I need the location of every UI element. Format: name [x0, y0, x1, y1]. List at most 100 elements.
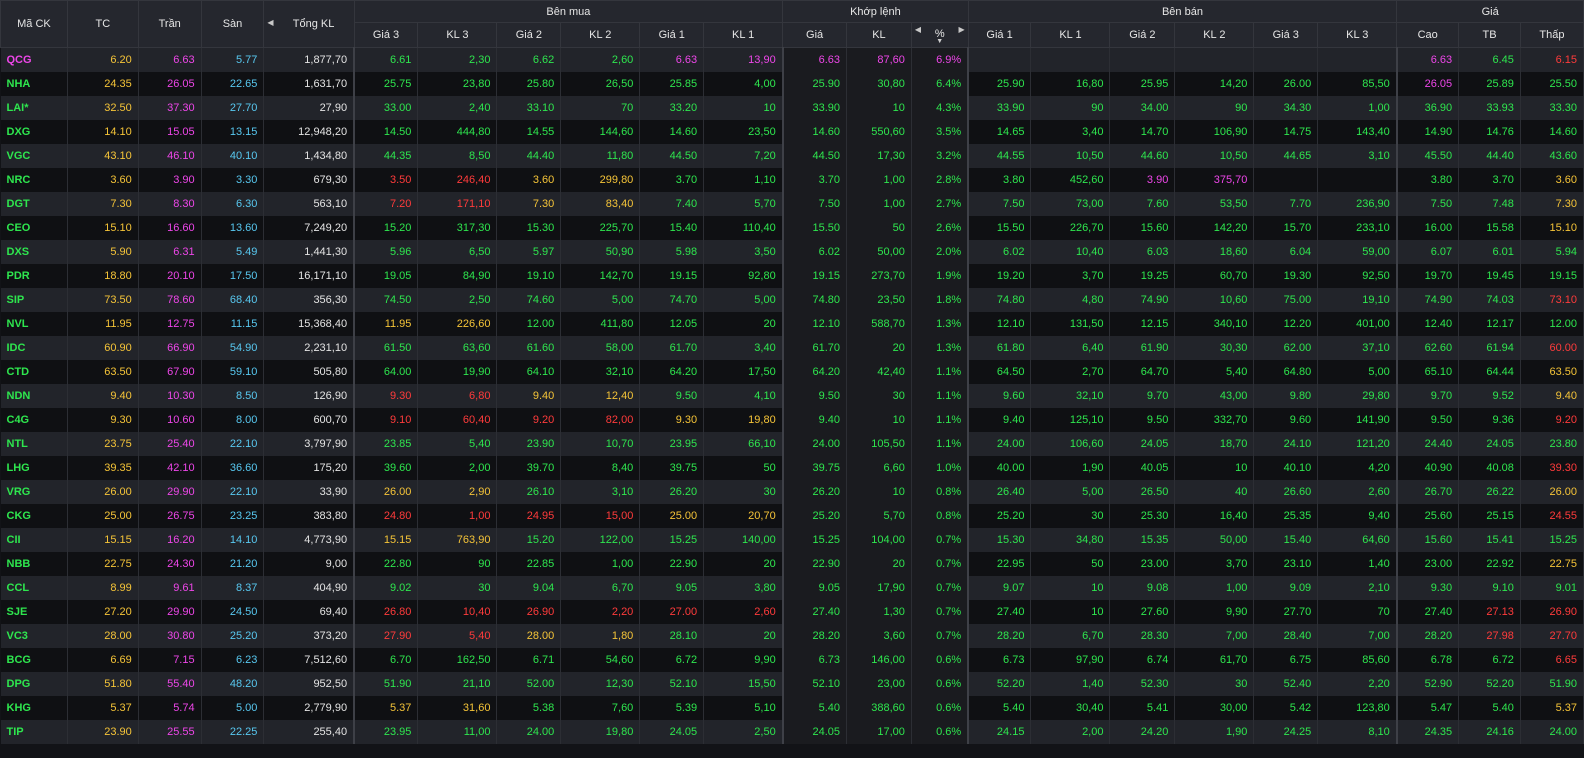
- bid-vol-2-cell[interactable]: 26,50: [560, 72, 641, 96]
- match-price-cell[interactable]: 44.50: [782, 144, 848, 168]
- match-price-cell[interactable]: 52.10: [782, 672, 848, 696]
- ask-vol-1-cell[interactable]: 16,80: [1030, 72, 1111, 96]
- header-bid-col-6[interactable]: KL 1: [703, 22, 784, 48]
- bid-vol-3-cell[interactable]: 21,10: [417, 672, 498, 696]
- ask-vol-3-cell[interactable]: 2,60: [1317, 480, 1398, 504]
- bid-vol-3-cell[interactable]: 30: [417, 576, 498, 600]
- bid-price-1-cell[interactable]: 5.98: [639, 240, 705, 264]
- ask-price-2-cell[interactable]: 14.70: [1109, 120, 1176, 144]
- ask-vol-1-cell[interactable]: 125,10: [1030, 408, 1111, 432]
- header-price-col-2[interactable]: TB: [1458, 22, 1521, 48]
- match-price-cell[interactable]: 22.90: [782, 552, 848, 576]
- bid-price-1-cell[interactable]: 12.05: [639, 312, 705, 336]
- ask-price-1-cell[interactable]: 64.50: [968, 360, 1032, 384]
- symbol-cell[interactable]: IDC: [0, 336, 68, 360]
- bid-price-1-cell[interactable]: 3.70: [639, 168, 705, 192]
- table-row[interactable]: LHG 39.35 42.10 36.60 175,20 39.60 2,00 39.70 8,…: [0, 456, 1584, 480]
- bid-vol-2-cell[interactable]: 50,90: [560, 240, 641, 264]
- bid-vol-2-cell[interactable]: 122,00: [560, 528, 641, 552]
- bid-vol-2-cell[interactable]: 411,80: [560, 312, 641, 336]
- ask-vol-3-cell[interactable]: 121,20: [1317, 432, 1398, 456]
- bid-price-1-cell[interactable]: 25.00: [639, 504, 705, 528]
- ask-vol-3-cell[interactable]: 29,80: [1317, 384, 1398, 408]
- table-row[interactable]: LAI* 32.50 37.30 27.70 27,90 33.00 2,40 33.10 70…: [0, 96, 1584, 120]
- bid-price-3-cell[interactable]: 23.95: [354, 720, 419, 744]
- bid-vol-3-cell[interactable]: 444,80: [417, 120, 498, 144]
- symbol-cell[interactable]: VGC: [0, 144, 68, 168]
- bid-vol-1-cell[interactable]: 23,50: [703, 120, 784, 144]
- table-row[interactable]: IDC 60.90 66.90 54.90 2,231,10 61.50 63,60 61.6…: [0, 336, 1584, 360]
- match-vol-cell[interactable]: 23,00: [846, 672, 912, 696]
- ask-price-3-cell[interactable]: 15.40: [1253, 528, 1319, 552]
- symbol-cell[interactable]: DXG: [0, 120, 68, 144]
- bid-price-2-cell[interactable]: 9.40: [496, 384, 562, 408]
- symbol-cell[interactable]: QCG: [0, 47, 68, 72]
- ask-price-3-cell[interactable]: [1253, 47, 1319, 72]
- ask-vol-3-cell[interactable]: 9,40: [1317, 504, 1398, 528]
- bid-price-2-cell[interactable]: 61.60: [496, 336, 562, 360]
- ask-price-2-cell[interactable]: 64.70: [1109, 360, 1176, 384]
- ask-price-3-cell[interactable]: 40.10: [1253, 456, 1319, 480]
- bid-price-2-cell[interactable]: 44.40: [496, 144, 562, 168]
- ask-vol-1-cell[interactable]: [1030, 47, 1111, 72]
- bid-vol-1-cell[interactable]: 140,00: [703, 528, 784, 552]
- bid-price-1-cell[interactable]: 5.39: [639, 696, 705, 720]
- ask-price-1-cell[interactable]: 15.50: [968, 216, 1032, 240]
- symbol-cell[interactable]: CTD: [0, 360, 68, 384]
- bid-vol-1-cell[interactable]: 20: [703, 624, 784, 648]
- bid-vol-1-cell[interactable]: 2,50: [703, 720, 784, 744]
- table-row[interactable]: VC3 28.00 30.80 25.20 373,20 27.90 5,40 28.00 1,…: [0, 624, 1584, 648]
- bid-price-2-cell[interactable]: 24.00: [496, 720, 562, 744]
- symbol-cell[interactable]: C4G: [0, 408, 68, 432]
- table-row[interactable]: DXG 14.10 15.05 13.15 12,948,20 14.50 444,80 14…: [0, 120, 1584, 144]
- ask-vol-3-cell[interactable]: 19,10: [1317, 288, 1398, 312]
- ask-vol-3-cell[interactable]: 8,10: [1317, 720, 1398, 744]
- bid-vol-1-cell[interactable]: 4,00: [703, 72, 784, 96]
- ask-vol-3-cell[interactable]: 1,00: [1317, 96, 1398, 120]
- bid-price-3-cell[interactable]: 15.20: [354, 216, 419, 240]
- ask-price-2-cell[interactable]: 28.30: [1109, 624, 1176, 648]
- header-price-col-3[interactable]: Thấp: [1519, 22, 1584, 48]
- table-row[interactable]: DXS 5.90 6.31 5.49 1,441,30 5.96 6,50 5.97 50,90…: [0, 240, 1584, 264]
- bid-price-3-cell[interactable]: 23.85: [354, 432, 419, 456]
- ask-vol-1-cell[interactable]: 10,40: [1030, 240, 1111, 264]
- ask-price-2-cell[interactable]: 24.20: [1109, 720, 1176, 744]
- match-price-cell[interactable]: 27.40: [782, 600, 848, 624]
- ask-price-3-cell[interactable]: 24.10: [1253, 432, 1319, 456]
- ask-price-2-cell[interactable]: [1109, 47, 1176, 72]
- ask-price-1-cell[interactable]: 52.20: [968, 672, 1032, 696]
- ask-vol-2-cell[interactable]: 61,70: [1174, 648, 1255, 672]
- bid-price-1-cell[interactable]: 44.50: [639, 144, 705, 168]
- bid-vol-3-cell[interactable]: 171,10: [417, 192, 498, 216]
- ask-price-1-cell[interactable]: 14.65: [968, 120, 1032, 144]
- bid-price-2-cell[interactable]: 26.10: [496, 480, 562, 504]
- match-price-cell[interactable]: 33.90: [782, 96, 848, 120]
- bid-vol-2-cell[interactable]: 144,60: [560, 120, 641, 144]
- header-bid-col-4[interactable]: KL 2: [560, 22, 641, 48]
- ask-vol-2-cell[interactable]: 332,70: [1174, 408, 1255, 432]
- match-vol-cell[interactable]: 20: [846, 336, 912, 360]
- ask-vol-3-cell[interactable]: 37,10: [1317, 336, 1398, 360]
- symbol-cell[interactable]: NBB: [0, 552, 68, 576]
- ask-price-1-cell[interactable]: 3.80: [968, 168, 1032, 192]
- ask-price-1-cell[interactable]: 61.80: [968, 336, 1032, 360]
- bid-vol-3-cell[interactable]: 90: [417, 552, 498, 576]
- match-price-cell[interactable]: 15.50: [782, 216, 848, 240]
- ask-vol-2-cell[interactable]: 3,70: [1174, 552, 1255, 576]
- ask-price-3-cell[interactable]: 6.04: [1253, 240, 1319, 264]
- ask-vol-2-cell[interactable]: 106,90: [1174, 120, 1255, 144]
- ask-price-2-cell[interactable]: 25.30: [1109, 504, 1176, 528]
- table-row[interactable]: BCG 6.69 7.15 6.23 7,512,60 6.70 162,50 6.71 54,…: [0, 648, 1584, 672]
- header-symbol[interactable]: Mã CK: [0, 0, 68, 48]
- bid-vol-2-cell[interactable]: 54,60: [560, 648, 641, 672]
- bid-vol-2-cell[interactable]: 2,60: [560, 47, 641, 72]
- table-row[interactable]: DPG 51.80 55.40 48.20 952,50 51.90 21,10 52.00 1…: [0, 672, 1584, 696]
- table-row[interactable]: VGC 43.10 46.10 40.10 1,434,80 44.35 8,50 44.40…: [0, 144, 1584, 168]
- bid-vol-3-cell[interactable]: 5,40: [417, 624, 498, 648]
- symbol-cell[interactable]: NHA: [0, 72, 68, 96]
- bid-vol-2-cell[interactable]: 15,00: [560, 504, 641, 528]
- bid-price-3-cell[interactable]: 9.10: [354, 408, 419, 432]
- ask-vol-1-cell[interactable]: 3,70: [1030, 264, 1111, 288]
- ask-vol-3-cell[interactable]: 233,10: [1317, 216, 1398, 240]
- ask-vol-3-cell[interactable]: 401,00: [1317, 312, 1398, 336]
